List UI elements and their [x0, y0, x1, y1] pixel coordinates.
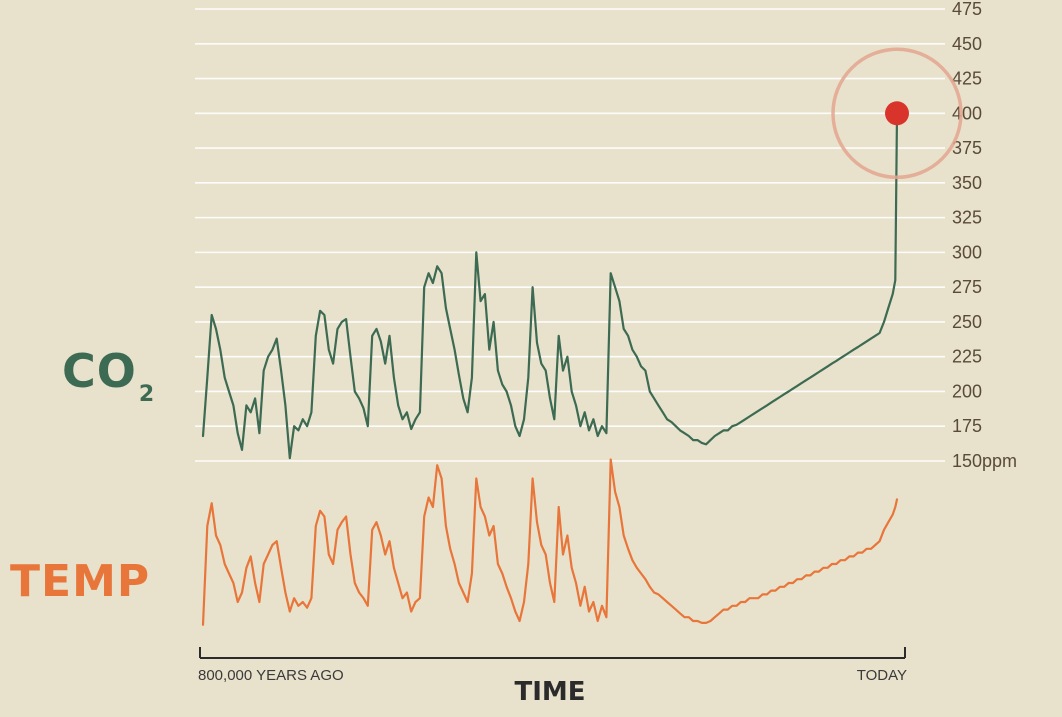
y-tick-label: 175 — [952, 416, 982, 436]
y-tick-label: 250 — [952, 312, 982, 332]
y-tick-label: 150ppm — [952, 451, 1017, 471]
time-start-label: 800,000 YEARS AGO — [198, 667, 344, 684]
temp-label: TEMP — [10, 556, 151, 607]
co2-line — [201, 112, 899, 460]
y-tick-label: 350 — [952, 173, 982, 193]
time-axis: 800,000 YEARS AGO TODAY TIME — [198, 647, 907, 707]
co2-gridlines — [195, 8, 945, 462]
y-tick-label: 300 — [952, 242, 982, 262]
y-tick-label: 450 — [952, 34, 982, 54]
y-tick-label: 325 — [952, 208, 982, 228]
time-axis-title: TIME — [514, 677, 585, 707]
y-tick-label: 475 — [952, 0, 982, 19]
temp-series — [201, 458, 899, 626]
temp-line — [201, 458, 899, 626]
y-tick-label: 400 — [952, 103, 982, 123]
y-tick-label: 275 — [952, 277, 982, 297]
co2-highlight — [831, 47, 963, 180]
co2-label-main: CO — [62, 344, 137, 398]
co2-series — [201, 112, 899, 460]
co2-tick-labels: 150ppm 175 200 225 250 275 300 325 350 375 400 425 4… — [952, 0, 1017, 471]
time-end-label: TODAY — [857, 667, 907, 684]
highlight-ring — [831, 47, 963, 180]
y-tick-label: 200 — [952, 381, 982, 401]
y-tick-label: 375 — [952, 138, 982, 158]
co2-label-subscript: 2 — [138, 382, 156, 407]
co2-label: CO2 — [62, 344, 154, 407]
y-tick-label: 225 — [952, 347, 982, 367]
y-tick-label: 425 — [952, 69, 982, 89]
highlight-point — [885, 101, 909, 126]
